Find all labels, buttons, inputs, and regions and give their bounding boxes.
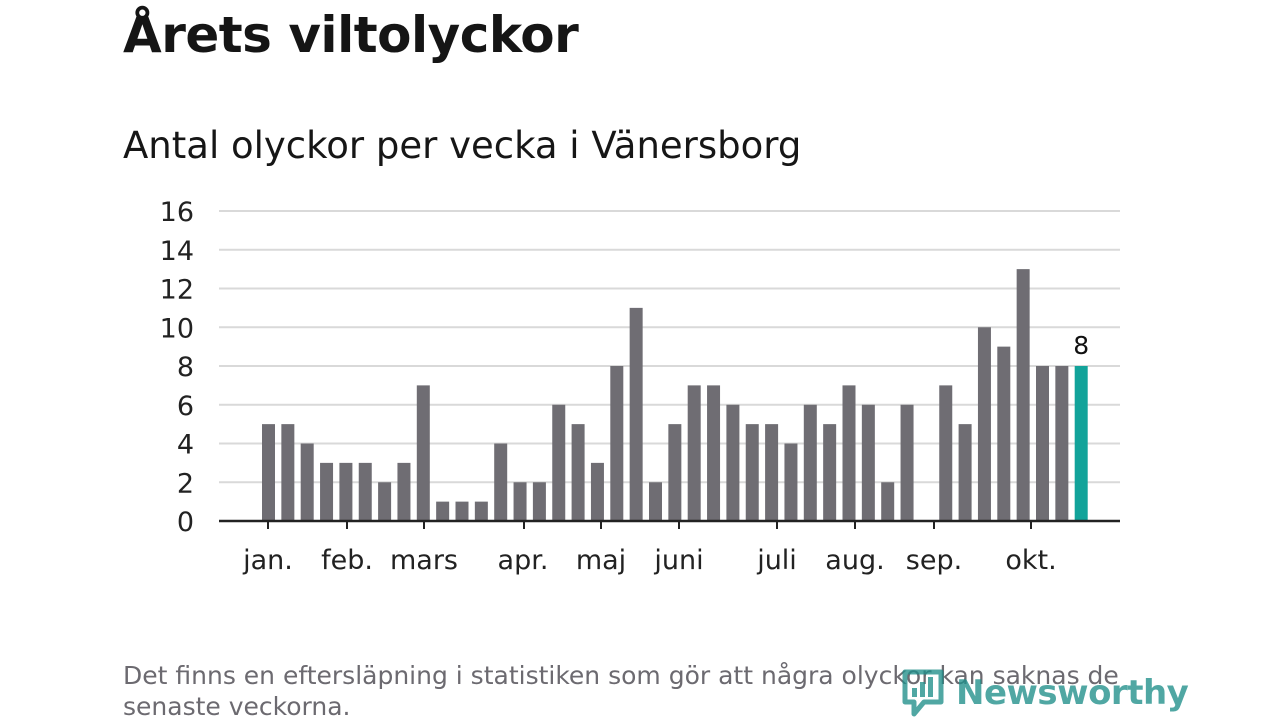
x-tick-label: jan.: [242, 545, 293, 576]
bar-chart-speech-bubble-icon: [902, 669, 944, 717]
x-tick-label: sep.: [906, 545, 962, 576]
bar: [513, 482, 527, 521]
x-tick-label: apr.: [498, 545, 549, 576]
x-tick-label: okt.: [1005, 545, 1056, 576]
bar: [939, 385, 953, 521]
y-tick-label: 4: [177, 430, 194, 461]
y-tick-label: 14: [160, 236, 194, 267]
bar: [552, 404, 566, 521]
bar: [1036, 366, 1049, 521]
y-tick-label: 16: [160, 197, 194, 228]
x-tick-label: juni: [653, 545, 703, 576]
bar: [397, 462, 411, 521]
bar: [881, 482, 895, 521]
bar: [474, 501, 488, 521]
bar: [532, 482, 546, 521]
bar-highlight: [1074, 366, 1088, 521]
highlight-value-label: 8: [1073, 331, 1089, 360]
y-tick-label: 10: [160, 313, 194, 344]
bar: [300, 443, 314, 521]
chart-title: Årets viltolyckor: [123, 6, 579, 64]
bar: [1055, 366, 1069, 521]
y-tick-label: 2: [177, 468, 194, 499]
bar: [649, 482, 662, 521]
logo-text: Newsworthy: [956, 673, 1189, 713]
bar: [803, 404, 817, 521]
x-tick-label: mars: [390, 545, 458, 576]
footnote: Det finns en eftersläpning i statistiken…: [123, 661, 1119, 720]
bar: [494, 443, 508, 521]
grid-lines: [219, 210, 1120, 484]
bar: [861, 404, 875, 521]
y-tick-label: 12: [160, 275, 194, 306]
bar: [339, 462, 353, 521]
bar: [958, 424, 972, 521]
y-axis-ticks: 0 2 4 6 8 10 12 14 16: [160, 197, 194, 538]
bar: [590, 462, 604, 521]
bar: [842, 385, 856, 521]
bar: [610, 366, 624, 521]
bar: [823, 424, 837, 521]
bar: [997, 346, 1011, 521]
bar: [668, 424, 682, 521]
bar: [281, 424, 295, 521]
bar: [455, 501, 469, 521]
x-tick-label: juli: [756, 545, 797, 576]
bar: [745, 424, 759, 521]
bar: [1016, 269, 1030, 521]
x-tick-label: maj: [576, 545, 626, 576]
bar: [571, 424, 585, 521]
chart-subtitle: Antal olyckor per vecka i Vänersborg: [123, 124, 802, 167]
bar: [436, 501, 450, 521]
bar: [687, 385, 701, 521]
bar: [784, 443, 798, 521]
bar: [320, 462, 334, 521]
data-labels: 8: [1073, 331, 1089, 360]
y-tick-label: 0: [177, 507, 194, 538]
x-tick-label: aug.: [825, 545, 884, 576]
bar: [378, 482, 392, 521]
x-tick-label: feb.: [321, 545, 373, 576]
bar: [416, 385, 430, 521]
y-tick-label: 6: [177, 391, 194, 422]
bar: [629, 307, 643, 521]
bars: [262, 269, 1088, 521]
bar: [707, 385, 721, 521]
bar: [900, 404, 914, 521]
newsworthy-logo: Newsworthy: [902, 668, 1189, 718]
bar: [726, 404, 740, 521]
bar: [765, 424, 779, 521]
y-tick-label: 8: [177, 352, 194, 383]
bar: [262, 424, 275, 521]
bar: [358, 462, 372, 521]
x-axis-ticks: jan. feb. mars apr. maj juni juli aug. sep. okt.: [242, 521, 1057, 576]
bar: [977, 327, 991, 521]
